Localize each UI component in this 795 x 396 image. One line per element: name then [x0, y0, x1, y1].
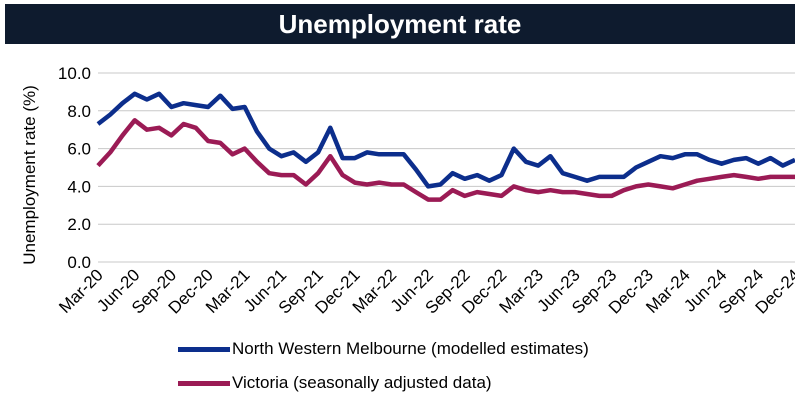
- y-tick-labels: 0.0 2.0 4.0 6.0 8.0 10.0: [58, 64, 91, 272]
- gridlines: [98, 72, 795, 263]
- series-line-vic: [96, 118, 795, 202]
- legend-swatch-nwm: [178, 346, 230, 352]
- y-tick-label: 2.0: [67, 215, 91, 234]
- series-line-nwm: [96, 91, 795, 189]
- y-tick-label: 0.0: [67, 253, 91, 272]
- legend-label-nwm: North Western Melbourne (modelled estima…: [232, 339, 589, 358]
- legend-item-nwm: North Western Melbourne (modelled estima…: [178, 339, 589, 359]
- y-tick-label: 4.0: [67, 177, 91, 196]
- y-tick-label: 6.0: [67, 140, 91, 159]
- chart-title: Unemployment rate: [278, 8, 522, 39]
- series-lines: [96, 91, 795, 202]
- title-background: [5, 4, 795, 44]
- legend-item-vic: Victoria (seasonally adjusted data): [178, 373, 492, 393]
- legend-label-vic: Victoria (seasonally adjusted data): [232, 373, 492, 392]
- y-tick-label: 10.0: [58, 64, 91, 83]
- legend-swatch-vic: [178, 380, 230, 386]
- y-tick-label: 8.0: [67, 102, 91, 121]
- x-tick-labels: Mar-20Jun-20Sep-20Dec-20Mar-21Jun-21Sep-…: [55, 265, 795, 317]
- y-axis-label: Unemployment rate (%): [20, 85, 39, 265]
